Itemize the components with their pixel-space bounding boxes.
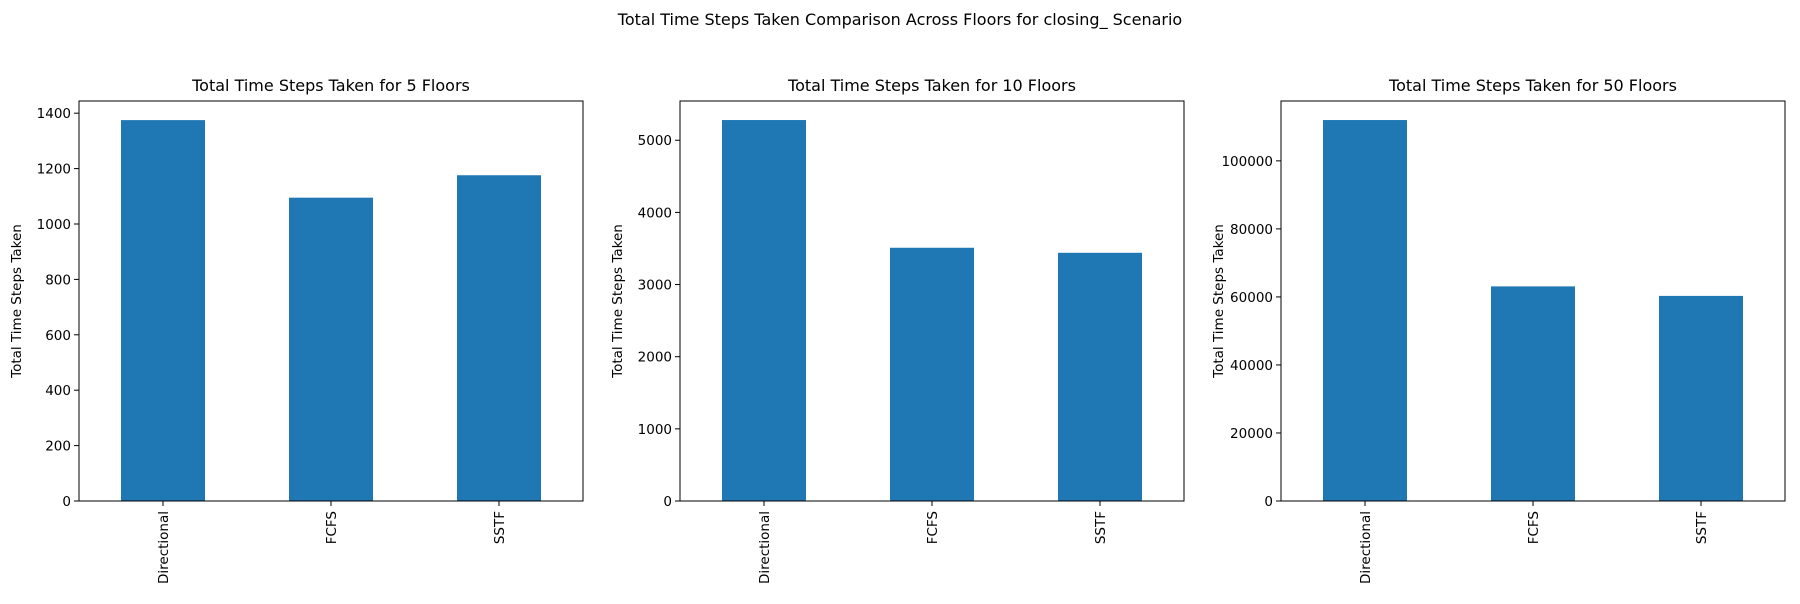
x-tick-label: SSTF <box>1694 511 1710 544</box>
y-tick-label: 1000 <box>37 217 71 233</box>
y-tick-label: 40000 <box>1230 358 1273 374</box>
bar-fcfs <box>890 247 974 501</box>
chart-10-floors: Total Time Steps Taken for 10 Floors Tot… <box>610 76 1185 584</box>
y-tick-label: 2000 <box>638 350 672 366</box>
y-tick-label: 5000 <box>638 133 672 149</box>
figure-suptitle: Total Time Steps Taken Comparison Across… <box>617 10 1182 30</box>
y-tick-label: 100000 <box>1221 154 1273 170</box>
y-tick-label: 1400 <box>37 106 71 122</box>
chart-50-floors: Total Time Steps Taken for 50 Floors Tot… <box>1211 76 1786 584</box>
y-axis-label: Total Time Steps Taken <box>1211 224 1227 379</box>
y-tick-label: 1200 <box>37 162 71 178</box>
y-tick-label: 0 <box>663 494 672 510</box>
y-tick-label: 4000 <box>638 205 672 221</box>
x-tick-label: Directional <box>757 511 773 584</box>
bar-sstf <box>1659 295 1743 501</box>
y-axis-label: Total Time Steps Taken <box>9 224 25 379</box>
y-tick-label: 600 <box>45 328 71 344</box>
y-tick-label: 80000 <box>1230 222 1273 238</box>
y-tick-label: 1000 <box>638 422 672 438</box>
bar-directional <box>722 120 806 502</box>
bar-fcfs <box>289 197 373 501</box>
y-tick-label: 200 <box>45 439 71 455</box>
x-tick-label: Directional <box>156 511 172 584</box>
chart-title: Total Time Steps Taken for 10 Floors <box>787 76 1076 95</box>
axes-frame <box>78 100 584 502</box>
axes-frame <box>679 100 1185 502</box>
y-axis-label: Total Time Steps Taken <box>610 224 626 379</box>
axes-frame <box>1280 100 1786 502</box>
x-tick-label: Directional <box>1358 511 1374 584</box>
chart-title: Total Time Steps Taken for 5 Floors <box>191 76 470 95</box>
bar-sstf <box>457 175 541 501</box>
y-tick-label: 400 <box>45 383 71 399</box>
y-tick-label: 0 <box>1264 494 1273 510</box>
y-tick-label: 20000 <box>1230 426 1273 442</box>
x-tick-label: FCFS <box>324 511 340 544</box>
y-tick-label: 60000 <box>1230 290 1273 306</box>
x-tick-label: FCFS <box>925 511 941 544</box>
bar-directional <box>1323 120 1407 502</box>
y-tick-label: 3000 <box>638 278 672 294</box>
chart-5-floors: Total Time Steps Taken for 5 Floors Tota… <box>9 76 584 584</box>
bar-sstf <box>1058 252 1142 501</box>
x-tick-label: FCFS <box>1526 511 1542 544</box>
x-tick-label: SSTF <box>1093 511 1109 544</box>
chart-title: Total Time Steps Taken for 50 Floors <box>1388 76 1677 95</box>
x-tick-label: SSTF <box>492 511 508 544</box>
bar-directional <box>121 120 205 501</box>
bar-fcfs <box>1491 286 1575 501</box>
y-tick-label: 800 <box>45 272 71 288</box>
y-tick-label: 0 <box>62 494 71 510</box>
